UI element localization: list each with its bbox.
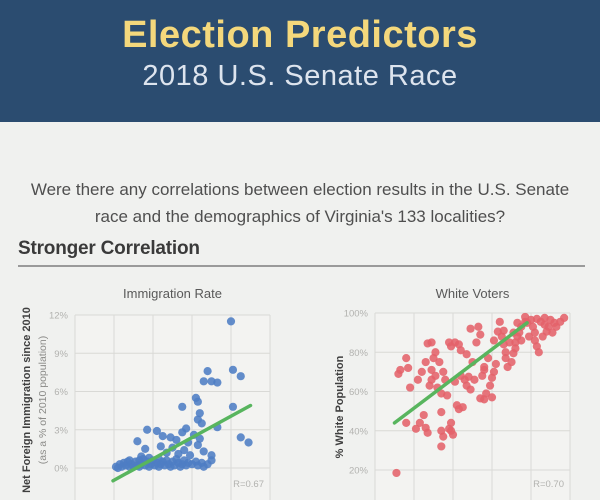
scatter-plot-immigration: 0% 3% 6% 9% 12% R=0.67 [49, 311, 271, 500]
svg-text:R=0.67: R=0.67 [233, 479, 264, 490]
chart-title: Immigration Rate [123, 286, 222, 301]
chart-white-voters: White Voters % White Population 20% 40% 60… [300, 278, 600, 500]
svg-text:9%: 9% [54, 349, 68, 360]
chart-title: White Voters [435, 286, 510, 301]
svg-text:R=0.70: R=0.70 [533, 479, 564, 490]
intro-question-text: Were there any correlations between elec… [30, 180, 570, 227]
svg-text:40%: 40% [349, 426, 369, 437]
scatter-plot-white-voters: 20% 40% 60% 80% 100% R=0.70 [344, 309, 571, 500]
svg-text:3%: 3% [54, 425, 68, 436]
section-divider [18, 265, 585, 267]
svg-text:100%: 100% [344, 309, 369, 320]
svg-text:80%: 80% [349, 348, 369, 359]
charts-row: Immigration Rate Net Foreign Immigration… [0, 278, 600, 500]
svg-text:12%: 12% [49, 311, 69, 322]
page-subtitle: 2018 U.S. Senate Race [142, 59, 458, 92]
page-title: Election Predictors [122, 14, 478, 56]
svg-text:0%: 0% [54, 464, 68, 475]
header-banner: Election Predictors 2018 U.S. Senate Rac… [0, 0, 600, 122]
svg-text:20%: 20% [349, 466, 369, 477]
svg-text:6%: 6% [54, 387, 68, 398]
section-heading-stronger-correlation: Stronger Correlation [18, 238, 200, 259]
chart-immigration-rate: Immigration Rate Net Foreign Immigration… [0, 278, 300, 500]
svg-text:60%: 60% [349, 387, 369, 398]
